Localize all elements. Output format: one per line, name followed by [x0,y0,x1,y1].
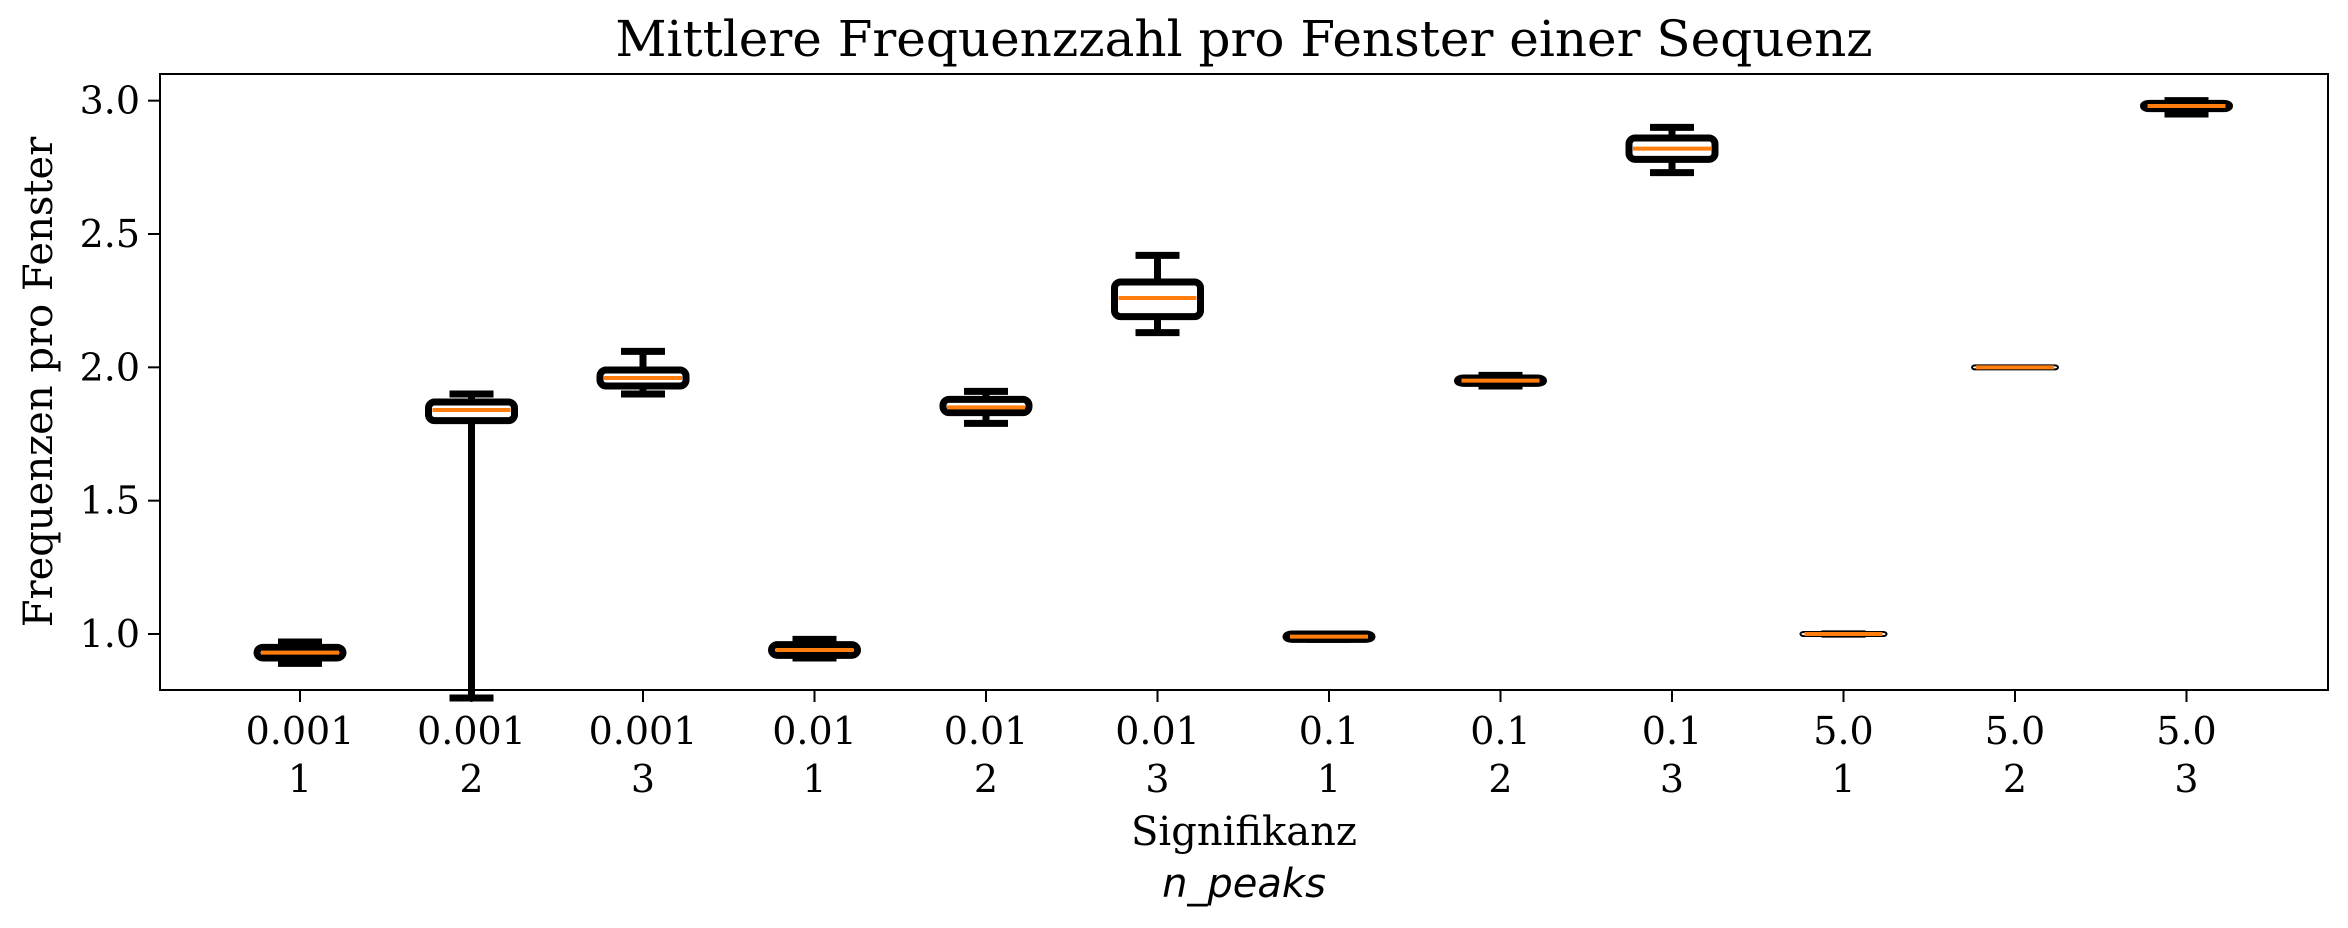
y-tick-label: 2.5 [80,212,140,256]
x-tick-label-n-peaks: 2 [459,757,483,801]
box-group [939,387,1033,427]
box-group [1454,371,1547,390]
box-group [2140,97,2233,118]
x-tick-label-signifikanz: 0.001 [589,709,698,753]
x-tick-label-signifikanz: 5.0 [1813,709,1873,753]
x-tick-label-n-peaks: 2 [974,757,998,801]
x-tick-label-signifikanz: 5.0 [2156,709,2216,753]
box-group [425,390,518,702]
x-tick-label-n-peaks: 3 [631,757,655,801]
x-tick-label-n-peaks: 3 [1145,757,1169,801]
box-group [253,638,347,667]
x-tick-label-n-peaks: 3 [1660,757,1684,801]
box-group [1625,123,1719,177]
y-tick-label: 1.5 [80,479,140,523]
x-tick-label-n-peaks: 3 [2174,757,2198,801]
x-axis-label: Signifikanz [1131,809,1357,855]
x-tick-label-signifikanz: 0.01 [1115,709,1200,753]
x-tick-label-signifikanz: 0.01 [944,709,1029,753]
x-tick-label-n-peaks: 2 [2003,757,2027,801]
box-group [1971,364,2059,371]
x-axis-sublabel: n_peaks [1162,861,1326,907]
y-axis: 1.0 1.5 2.0 2.5 3.0 [80,79,160,656]
box-group [768,635,861,662]
x-tick-label-n-peaks: 1 [1317,757,1341,801]
box-series [253,97,2233,702]
box-group [1282,630,1376,643]
x-axis: 0.00110.00120.00130.0110.0120.0130.110.1… [246,690,2217,801]
x-tick-label-signifikanz: 0.1 [1642,709,1702,753]
x-tick-label-signifikanz: 0.001 [417,709,526,753]
x-tick-label-signifikanz: 0.1 [1470,709,1530,753]
x-tick-label-signifikanz: 5.0 [1985,709,2045,753]
x-tick-label-n-peaks: 2 [1488,757,1512,801]
x-tick-label-signifikanz: 0.1 [1299,709,1359,753]
x-tick-label-signifikanz: 0.01 [772,709,857,753]
box-group [1111,251,1204,337]
box-group [596,347,690,398]
y-tick-label: 3.0 [80,79,140,123]
plot-area-frame [159,73,2329,691]
x-tick-label-n-peaks: 1 [802,757,826,801]
box-group [1799,630,1888,638]
y-tick-label: 1.0 [80,612,140,656]
x-tick-label-n-peaks: 1 [1831,757,1855,801]
chart-title: Mittlere Frequenzzahl pro Fenster einer … [615,10,1872,68]
x-tick-label-n-peaks: 1 [288,757,312,801]
y-tick-label: 2.0 [80,345,140,389]
x-tick-label-signifikanz: 0.001 [246,709,355,753]
y-axis-label: Frequenzen pro Fenster [16,136,62,627]
